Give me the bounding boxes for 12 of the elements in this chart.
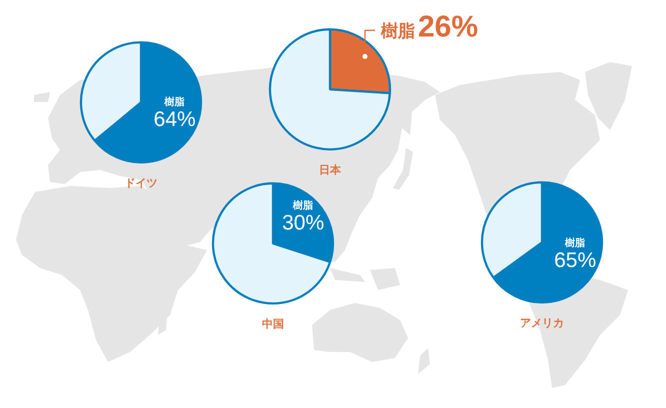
text: 中国 [262,317,284,330]
slice-label: 樹脂 [380,21,415,40]
slice-label: 樹脂 [164,96,185,108]
data-label: 65% [554,249,596,272]
data-label: 30% [282,211,324,234]
slice-label: 樹脂 [292,199,314,212]
data-label: 64% [154,108,196,132]
text: 日本 [319,163,342,176]
text: アメリカ [520,317,564,330]
slice-label: 樹脂 [564,237,586,250]
text: ドイツ [124,177,158,190]
data-label: 26% [418,10,478,44]
